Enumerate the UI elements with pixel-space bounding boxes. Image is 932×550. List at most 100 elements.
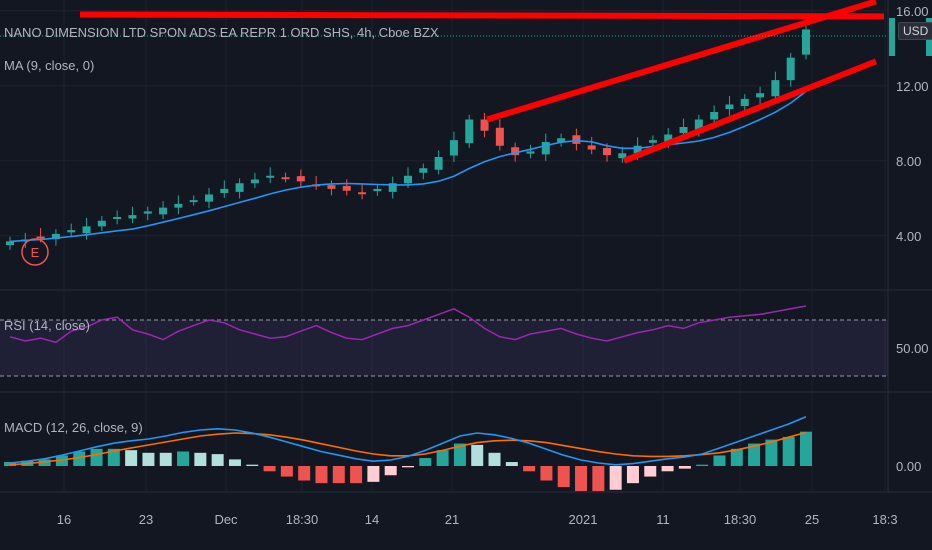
axes: 4.00 8.00 12.00 16.00 16 23 Dec 18:30 14 21 2021 11… xyxy=(57,4,929,527)
candle-body xyxy=(67,230,76,233)
macd-histogram-bar xyxy=(575,466,588,492)
macd-histogram-bar xyxy=(159,452,172,466)
macd-histogram-bar xyxy=(402,466,414,468)
time-tick-label: 14 xyxy=(365,512,379,527)
macd-pane[interactable] xyxy=(4,416,812,492)
rsi-line xyxy=(9,305,807,344)
candle-body xyxy=(281,177,290,180)
candle-body xyxy=(740,98,749,106)
earnings-marker xyxy=(21,238,49,266)
candle-body xyxy=(174,203,183,208)
earnings-marker-label: E xyxy=(31,245,40,260)
candle-body xyxy=(82,226,91,234)
candle-body xyxy=(725,104,734,109)
macd-tick-label: 0.00 xyxy=(896,459,921,474)
candle-body xyxy=(220,188,229,193)
candle-body xyxy=(786,57,795,81)
macd-histogram-bar xyxy=(125,450,138,466)
candle-body xyxy=(465,119,474,144)
candle-body xyxy=(633,145,642,154)
macd-histogram-bar xyxy=(661,466,674,472)
candle-body xyxy=(6,241,14,246)
time-tick-label: 2021 xyxy=(569,512,598,527)
candle-body xyxy=(511,147,520,156)
candle-body xyxy=(648,140,657,143)
candle-body xyxy=(250,179,259,184)
price-tick-label: 4.00 xyxy=(896,229,921,244)
macd-histogram-bar xyxy=(540,466,553,481)
macd-histogram-bar xyxy=(90,448,103,466)
macd-histogram-bar xyxy=(471,444,484,466)
macd-histogram-bar xyxy=(194,452,207,466)
trendline xyxy=(79,11,885,20)
macd-histogram-bar xyxy=(298,466,311,481)
macd-histogram-bar xyxy=(730,448,743,466)
macd-histogram-bar xyxy=(177,451,190,466)
macd-histogram-bar xyxy=(644,466,657,477)
candle-body xyxy=(679,127,688,133)
macd-histogram-bar xyxy=(523,466,536,472)
macd-histogram-bar xyxy=(142,452,155,466)
macd-histogram-bar xyxy=(367,466,380,482)
time-tick-label: Dec xyxy=(214,512,238,527)
candle-body xyxy=(710,112,719,120)
time-tick-label: 23 xyxy=(139,512,153,527)
candle-body xyxy=(694,119,703,130)
candle-body xyxy=(266,175,275,178)
macd-histogram-bar xyxy=(315,466,328,484)
macd-histogram-bar xyxy=(419,458,432,466)
candle-body xyxy=(51,233,60,240)
macd-histogram-bar xyxy=(73,451,86,466)
rsi-legend[interactable]: RSI (14, close) xyxy=(4,318,90,333)
currency-button[interactable]: USD xyxy=(898,22,932,40)
macd-histogram-bar xyxy=(678,466,691,469)
rsi-pane[interactable] xyxy=(0,305,888,377)
macd-histogram-bar xyxy=(748,443,761,466)
time-tick-label: 25 xyxy=(805,512,819,527)
candle-body xyxy=(404,175,412,184)
macd-histogram-bar xyxy=(280,466,293,477)
candle-body xyxy=(235,183,244,192)
macd-histogram-bar xyxy=(246,464,259,466)
time-tick-label: 16 xyxy=(57,512,71,527)
candle-body xyxy=(189,200,198,203)
trendline xyxy=(622,58,878,164)
candle-body xyxy=(97,220,106,227)
price-tick-label: 12.00 xyxy=(896,79,929,94)
macd-histogram-bar xyxy=(436,450,449,466)
candle-body xyxy=(205,194,213,202)
candle-body xyxy=(113,217,122,219)
candle-body xyxy=(526,151,535,154)
candle-body xyxy=(449,140,458,156)
time-tick-label: 11 xyxy=(656,512,670,527)
macd-histogram-bar xyxy=(505,462,518,466)
macd-histogram-bar xyxy=(557,466,570,488)
macd-histogram-bar xyxy=(609,466,622,490)
macd-histogram-bar xyxy=(263,466,276,472)
macd-histogram-bar xyxy=(211,454,224,466)
candle-body xyxy=(434,157,443,170)
candle-body xyxy=(358,192,367,195)
rsi-tick-label: 50.00 xyxy=(896,341,929,356)
candle-body xyxy=(36,236,45,239)
candle-body xyxy=(572,135,581,144)
macd-histogram-bar xyxy=(107,448,120,466)
candle-body xyxy=(802,29,810,55)
time-tick-label: 18:30 xyxy=(286,512,319,527)
candle-body xyxy=(373,188,382,192)
candle-body xyxy=(143,211,152,214)
time-tick-label: 18:30 xyxy=(724,512,757,527)
candle-body xyxy=(495,127,504,146)
candle-body xyxy=(603,148,611,156)
price-tick-label: 8.00 xyxy=(896,154,921,169)
candle-body xyxy=(480,119,489,131)
time-tick-label: 21 xyxy=(445,512,459,527)
macd-histogram-bar xyxy=(713,455,726,466)
ma-line xyxy=(9,90,807,243)
annotations: E xyxy=(0,0,932,266)
ma-legend[interactable]: MA (9, close, 0) xyxy=(4,58,95,73)
macd-histogram-bar xyxy=(488,452,501,466)
macd-legend[interactable]: MACD (12, 26, close, 9) xyxy=(4,420,143,435)
price-tick-label: 16.00 xyxy=(896,4,929,19)
